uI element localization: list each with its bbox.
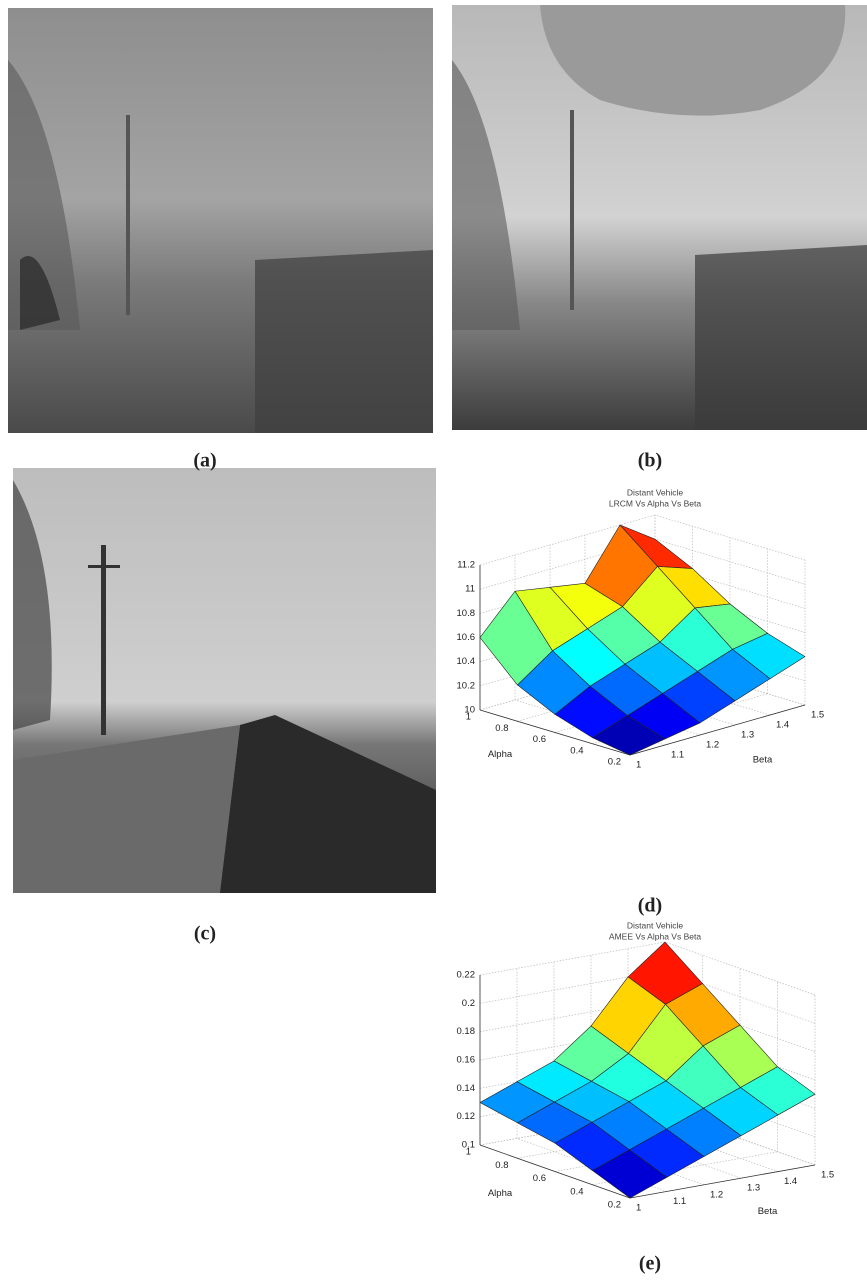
y-axis-label: Alpha (488, 1188, 513, 1199)
z-tick-label: 0.18 (457, 1026, 476, 1037)
y-tick-label: 0.2 (608, 757, 621, 768)
photo-c (13, 468, 436, 893)
y-axis-label: Alpha (488, 749, 513, 760)
y-tick-label: 0.6 (533, 734, 546, 745)
x-tick-label: 1.5 (811, 710, 824, 721)
y-tick-label: 1 (466, 712, 471, 723)
x-tick-label: 1.4 (776, 720, 789, 731)
z-tick-label: 0.14 (457, 1083, 476, 1094)
chart-title: Distant Vehicle (627, 487, 683, 497)
z-tick-label: 10.2 (457, 680, 476, 691)
x-tick-label: 1.4 (784, 1176, 797, 1187)
panel-label: (e) (639, 1253, 661, 1275)
x-tick-label: 1.1 (671, 750, 684, 761)
x-tick-label: 1 (636, 1203, 641, 1214)
z-tick-label: 0.22 (457, 970, 476, 981)
z-tick-label: 11 (465, 584, 475, 595)
panel-label: (b) (638, 450, 662, 472)
photo-b (452, 5, 867, 430)
z-tick-label: 10.8 (457, 608, 476, 619)
z-tick-label: 11.2 (457, 560, 475, 571)
y-tick-label: 0.4 (570, 1186, 583, 1197)
x-tick-label: 1.1 (673, 1196, 686, 1207)
y-tick-label: 0.8 (495, 1160, 508, 1171)
figure: (a) (b) (c) (d) (e) Distant VehicleLRCM … (0, 0, 867, 1279)
z-tick-label: 0.16 (457, 1055, 476, 1066)
y-tick-label: 0.8 (495, 723, 508, 734)
panel-label: (c) (194, 923, 216, 945)
x-tick-label: 1.5 (821, 1170, 834, 1181)
y-tick-label: 0.4 (570, 745, 583, 756)
y-tick-label: 0.6 (533, 1173, 546, 1184)
z-tick-label: 0.12 (457, 1111, 476, 1122)
x-tick-label: 1 (636, 760, 641, 771)
z-tick-label: 10.4 (457, 656, 476, 667)
chart-title: Distant Vehicle (627, 920, 683, 930)
x-axis-label: Beta (758, 1206, 778, 1217)
x-tick-label: 1.2 (706, 740, 719, 751)
panel-label: (d) (638, 895, 662, 917)
chart-subtitle: LRCM Vs Alpha Vs Beta (609, 498, 701, 508)
x-tick-label: 1.2 (710, 1189, 723, 1200)
photo-a (8, 8, 433, 433)
z-tick-label: 10.6 (457, 632, 476, 643)
y-tick-label: 1 (466, 1147, 471, 1158)
y-tick-label: 0.2 (608, 1200, 621, 1211)
x-axis-label: Beta (753, 755, 773, 766)
chart-subtitle: AMEE Vs Alpha Vs Beta (609, 931, 701, 941)
panel-label: (a) (193, 450, 216, 472)
z-tick-label: 0.2 (462, 998, 475, 1009)
x-tick-label: 1.3 (747, 1183, 760, 1194)
x-tick-label: 1.3 (741, 730, 754, 741)
